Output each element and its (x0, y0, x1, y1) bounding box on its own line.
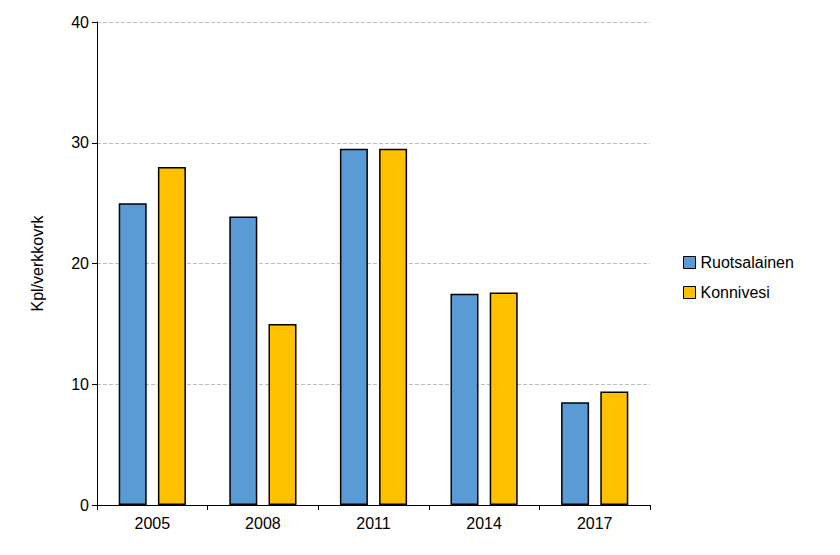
svg-text:Kpl/verkkovrk: Kpl/verkkovrk (29, 214, 46, 311)
svg-text:0: 0 (80, 497, 89, 514)
svg-text:2017: 2017 (577, 515, 613, 532)
svg-text:30: 30 (71, 134, 89, 151)
svg-text:20: 20 (71, 255, 89, 272)
svg-text:2005: 2005 (135, 515, 171, 532)
svg-text:2008: 2008 (245, 515, 281, 532)
svg-text:Ruotsalainen: Ruotsalainen (701, 254, 794, 271)
svg-text:2014: 2014 (466, 515, 502, 532)
svg-text:Konnivesi: Konnivesi (701, 284, 770, 301)
svg-text:40: 40 (71, 14, 89, 31)
svg-text:2011: 2011 (356, 515, 391, 532)
svg-text:10: 10 (71, 376, 89, 393)
